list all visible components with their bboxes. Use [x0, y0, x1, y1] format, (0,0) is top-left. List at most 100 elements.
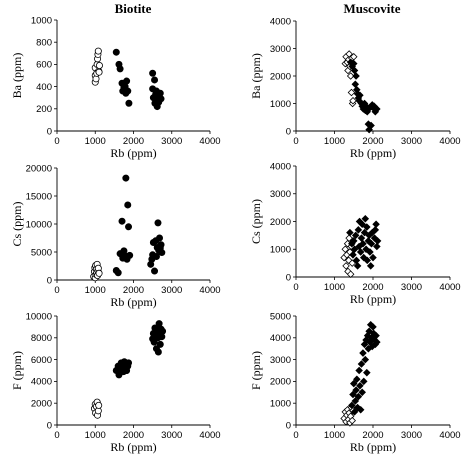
- filled-diamond-point: [359, 377, 368, 386]
- open-diamond-point: [349, 96, 357, 105]
- y-axis-label: Cs (ppm): [249, 199, 263, 244]
- filled-circle-point: [152, 252, 160, 260]
- filled-diamond-point: [357, 234, 366, 242]
- filled-diamond-point: [346, 228, 354, 237]
- filled-circle-point: [151, 76, 159, 84]
- x-tick-label: 1000: [324, 282, 345, 293]
- y-tick-label: 4000: [31, 377, 52, 388]
- filled-diamond-point: [354, 392, 363, 401]
- filled-diamond-point: [358, 388, 366, 397]
- x-tick-label: 3000: [401, 136, 422, 147]
- filled-diamond-point: [352, 72, 360, 80]
- y-axis-label: Cs (ppm): [10, 201, 24, 246]
- filled-circle-point: [112, 48, 120, 56]
- x-axis-label: Rb (ppm): [110, 295, 156, 309]
- filled-diamond-point: [355, 366, 363, 375]
- filled-diamond-point: [372, 331, 380, 340]
- filled-circle-point: [126, 251, 134, 259]
- filled-circle-point: [122, 174, 130, 182]
- filled-diamond-point: [350, 408, 359, 416]
- filled-circle-point: [118, 217, 126, 225]
- x-axis-label: Rb (ppm): [350, 292, 396, 306]
- open-diamond-point: [346, 270, 355, 278]
- filled-circle-point: [157, 95, 165, 103]
- x-axis-label: Rb (ppm): [110, 146, 156, 160]
- filled-diamond-point: [367, 121, 375, 130]
- filled-diamond-point: [373, 237, 382, 245]
- x-tick-label: 0: [54, 285, 59, 296]
- column-title-muscovite: Muscovite: [343, 1, 400, 16]
- x-tick-label: 0: [54, 430, 59, 441]
- x-tick-label: 0: [293, 282, 298, 293]
- open-diamond-point: [348, 416, 356, 425]
- filled-circle-point: [158, 249, 166, 257]
- filled-circle-point: [159, 327, 167, 335]
- y-tick-label: 1000: [270, 399, 291, 410]
- open-diamond-point: [342, 262, 350, 270]
- y-tick-label: 0: [47, 275, 52, 286]
- y-tick-label: 10000: [26, 219, 52, 230]
- y-tick-label: 4000: [270, 333, 291, 344]
- filled-circle-point: [124, 87, 132, 95]
- open-diamond-point: [341, 245, 350, 254]
- filled-diamond-point: [351, 80, 360, 89]
- filled-diamond-point: [349, 390, 357, 399]
- filled-circle-point: [151, 267, 159, 275]
- filled-diamond-point: [373, 338, 381, 346]
- x-tick-label: 3000: [401, 282, 422, 293]
- filled-diamond-point: [349, 251, 357, 259]
- filled-diamond-point: [349, 237, 358, 245]
- scatter-panel: 0 1000 2000 3000 4000 0 1000 2000 3000 4000 Rb (pp…: [249, 16, 461, 160]
- x-tick-label: 2000: [362, 430, 383, 441]
- x-tick-label: 4000: [439, 430, 460, 441]
- y-tick-label: 1000: [31, 15, 52, 26]
- y-tick-label: 2000: [270, 377, 291, 388]
- x-tick-label: 1000: [85, 430, 106, 441]
- y-tick-label: 1000: [270, 99, 291, 110]
- y-tick-label: 0: [47, 420, 52, 431]
- filled-diamond-point: [361, 355, 370, 364]
- open-circle-point: [95, 68, 103, 76]
- filled-diamond-point: [356, 405, 365, 414]
- scatter-panel: 0 1000 2000 3000 4000 0 1000 2000 3000 4000 5000 Rb…: [249, 311, 461, 454]
- filled-diamond-point: [352, 386, 360, 394]
- x-tick-label: 0: [293, 430, 298, 441]
- y-tick-label: 0: [47, 126, 52, 137]
- y-tick-label: 20000: [26, 163, 52, 174]
- filled-diamond-point: [361, 214, 370, 223]
- y-tick-label: 2000: [270, 217, 291, 228]
- filled-circle-point: [150, 338, 158, 346]
- y-tick-label: 6000: [31, 355, 52, 366]
- y-tick-label: 600: [36, 60, 52, 71]
- open-circle-point: [95, 62, 103, 70]
- filled-diamond-point: [371, 226, 380, 234]
- filled-diamond-point: [373, 105, 381, 113]
- open-diamond-point: [347, 88, 356, 97]
- filled-diamond-point: [357, 360, 366, 368]
- filled-diamond-point: [356, 381, 364, 390]
- y-tick-label: 2000: [270, 71, 291, 82]
- x-tick-label: 2000: [123, 285, 144, 296]
- filled-diamond-point: [350, 66, 359, 75]
- x-axis-label: Rb (ppm): [350, 146, 396, 160]
- filled-circle-point: [114, 269, 122, 277]
- x-axis-label: Rb (ppm): [350, 440, 396, 454]
- filled-circle-point: [124, 201, 132, 209]
- x-tick-label: 3000: [401, 430, 422, 441]
- x-tick-label: 3000: [161, 285, 182, 296]
- filled-circle-point: [123, 77, 131, 85]
- y-tick-label: 1000: [270, 245, 291, 256]
- filled-diamond-point: [360, 228, 369, 237]
- open-diamond-point: [346, 72, 355, 80]
- filled-diamond-point: [363, 256, 371, 265]
- filled-diamond-point: [358, 220, 366, 229]
- filled-diamond-point: [351, 397, 360, 405]
- filled-diamond-point: [353, 375, 361, 383]
- open-diamond-point: [348, 259, 356, 267]
- y-tick-label: 0: [286, 126, 291, 137]
- x-tick-label: 3000: [161, 430, 182, 441]
- x-tick-label: 1000: [324, 430, 345, 441]
- y-tick-label: 200: [36, 104, 52, 115]
- filled-diamond-point: [366, 248, 374, 256]
